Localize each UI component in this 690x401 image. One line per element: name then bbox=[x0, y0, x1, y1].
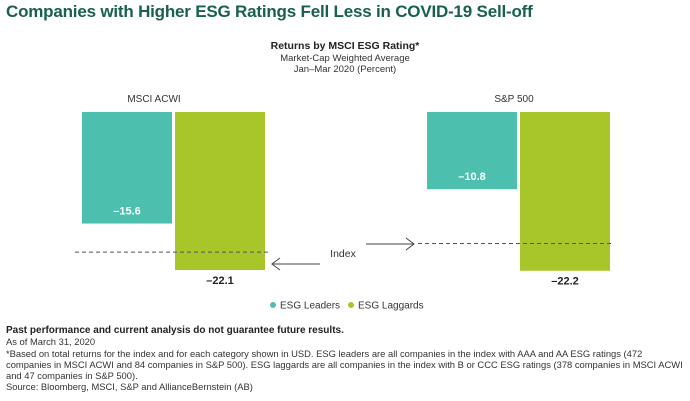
left-arrow-icon bbox=[271, 257, 320, 271]
index-label: Index bbox=[330, 248, 356, 260]
page-title: Companies with Higher ESG Ratings Fell L… bbox=[6, 2, 533, 21]
footnote: *Based on total returns for the index an… bbox=[6, 347, 683, 382]
chart-subtitle-1: Market-Cap Weighted Average bbox=[280, 53, 410, 64]
chart-notes: Past performance and current analysis do… bbox=[6, 325, 688, 393]
laggards-bar-sp500 bbox=[520, 112, 610, 271]
legend-laggards-swatch bbox=[348, 302, 354, 308]
chart-title: Returns by MSCI ESG Rating* bbox=[271, 40, 421, 52]
right-arrow-icon bbox=[366, 237, 415, 251]
chart-subtitle-2: Jan–Mar 2020 (Percent) bbox=[294, 64, 396, 75]
legend-laggards-label: ESG Laggards bbox=[358, 301, 424, 312]
as-of-date: As of March 31, 2020 bbox=[6, 336, 96, 348]
leaders-value-label-sp500: –10.8 bbox=[458, 171, 486, 183]
laggards-bar-msci-acwi bbox=[175, 112, 265, 271]
leaders-bar-msci-acwi bbox=[82, 112, 172, 224]
legend-leaders-swatch bbox=[270, 302, 276, 308]
laggards-value-label-msci-acwi: –22.1 bbox=[206, 275, 234, 287]
leaders-value-label-msci-acwi: –15.6 bbox=[113, 206, 141, 218]
esg-returns-chart: Returns by MSCI ESG Rating* Market-Cap W… bbox=[75, 40, 612, 312]
category-label-msci-acwi: MSCI ACWI bbox=[127, 94, 180, 105]
disclaimer: Past performance and current analysis do… bbox=[6, 325, 344, 336]
source: Source: Bloomberg, MSCI, S&P and Allianc… bbox=[6, 381, 253, 393]
leaders-bar-sp500 bbox=[427, 112, 517, 190]
category-label-sp500: S&P 500 bbox=[494, 94, 534, 105]
legend-leaders-label: ESG Leaders bbox=[280, 301, 340, 312]
laggards-value-label-sp500: –22.2 bbox=[551, 276, 579, 288]
